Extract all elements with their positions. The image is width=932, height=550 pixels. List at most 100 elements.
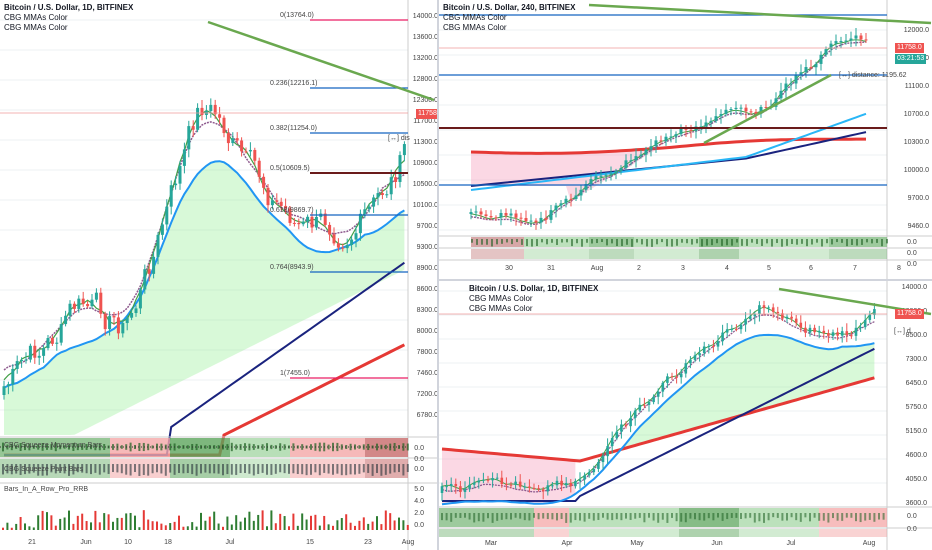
chart-left-indicator-1[interactable]: CBG MMAs Color [4,13,68,22]
squeeze-bar [473,513,476,523]
squeeze-bar [556,513,558,521]
squeeze-paint-bar [252,464,255,476]
left-candle [81,298,85,305]
squeeze-paint-bar [173,464,176,475]
top-right-candle [634,156,638,161]
left-candle [372,197,376,207]
chart-top-right-indicator-1[interactable]: CBG MMAs Color [443,13,507,22]
y-tick-label: 12800.0 [413,76,437,83]
chart-left[interactable]: 14000.0 13600.0 13200.0 12800.0 12300.0 11700… [0,0,437,550]
squeeze-paint-bg-5 [739,249,829,259]
trendline-bottom [703,73,832,145]
left-candle [134,308,138,314]
top-right-candle [554,205,558,211]
squeeze-bar [671,513,673,518]
left-candle [191,126,195,130]
squeeze-paint-bg-3 [634,249,699,259]
left-candle [147,269,151,274]
left-candle [226,133,230,144]
squeeze-paint-bar [164,464,167,476]
chart-left-indicator-2[interactable]: CBG MMAs Color [4,23,68,32]
squeeze-bar [450,513,453,522]
squeeze-paint-bar [235,464,238,475]
bottom-right-candle [449,483,453,487]
squeeze-momentum-bar [367,443,370,451]
squeeze-bar [763,513,765,523]
left-candle [402,144,406,156]
sub-tick: 0.0 [907,526,917,533]
squeeze-bar [652,513,655,521]
squeeze-bar [569,513,572,523]
left-candle [253,149,257,161]
bars-in-row-bar [384,510,387,530]
squeeze-bar [523,513,526,521]
top-right-candle [669,136,673,138]
squeeze-paint-bar [349,464,352,475]
left-candle [94,292,98,300]
y-tick-label: 7800.0 [417,349,437,356]
trendline [207,20,435,102]
squeeze-bar [551,513,554,520]
squeeze-paint-bar [191,464,194,475]
y-tick-label: 12300.0 [413,97,437,104]
bottom-right-candle [601,456,605,463]
left-candle [380,193,384,195]
bottom-right-candle [633,410,637,418]
vertical-divider[interactable] [437,0,439,550]
chart-bottom-right-canvas[interactable]: 14000.010000.08500.07300.06450.05750.051… [439,281,932,550]
bars-in-row-bar [178,515,180,530]
squeeze-momentum-bar [340,444,343,450]
bottom-right-candle [762,305,766,309]
bars-in-row-bar [393,520,396,530]
squeeze-paint-bar [301,464,304,475]
squeeze-bar [606,513,609,520]
purple-ma-line [470,41,867,226]
chart-left-canvas[interactable]: 14000.0 13600.0 13200.0 12800.0 12300.0 11700… [0,0,437,550]
squeeze-bar [615,513,618,520]
chart-top-right-canvas[interactable]: 12000.011700.011100.010700.010300.010000… [439,0,932,279]
horizontal-divider[interactable] [439,279,932,281]
chart-bottom-right-indicator-2[interactable]: CBG MMAs Color [469,304,533,313]
bottom-right-candle [615,431,619,439]
x-tick-label: Aug [863,540,876,547]
y-tick-label: 10000.0 [904,167,929,174]
left-candle [15,361,19,369]
bars-in-row-bar [248,511,251,530]
squeeze-momentum-bar [85,444,88,450]
squeeze-paint-bar [274,464,277,474]
squeeze-paint-bar [239,464,242,474]
squeeze-bar [631,239,633,247]
bars-in-row-bar [107,514,110,530]
chart-top-right-indicator-2[interactable]: CBG MMAs Color [443,23,507,32]
squeeze-paint-bar [32,464,35,473]
left-candle [385,194,389,196]
squeeze-bar [703,513,706,521]
squeeze-momentum-bar [178,445,180,449]
chart-bottom-right-price-tag: 11758.0 [895,309,924,319]
squeeze-bar [740,513,742,519]
bottom-right-candle [753,313,757,317]
x-tick-label: 30 [505,265,513,272]
y-tick-label: 14000.0 [902,284,927,291]
squeeze-bar [526,239,528,247]
chart-top-right[interactable]: 12000.011700.011100.010700.010300.010000… [439,0,932,279]
ma-band-fill-red [442,449,576,505]
left-candle [152,256,156,274]
fib-label-4: 0.618(9869.7) [270,207,314,214]
left-candle [143,269,147,290]
squeeze-bar [519,513,522,519]
chart-bottom-right[interactable]: 14000.010000.08500.07300.06450.05750.051… [439,281,932,550]
left-candle [398,155,402,182]
left-candle [68,303,72,316]
squeeze-bar [441,513,443,521]
bars-in-row-bar [389,513,392,530]
y-tick-label: 11700.0 [413,118,437,125]
bottom-right-candle [551,485,554,487]
bottom-right-candle [873,309,876,315]
chart-bottom-right-indicator-1[interactable]: CBG MMAs Color [469,294,533,303]
bottom-right-candle [564,483,568,486]
bars-in-row-bar [336,520,339,530]
bars-in-row-bar [85,521,88,530]
top-right-candle [834,41,838,44]
top-right-candle [744,107,748,112]
